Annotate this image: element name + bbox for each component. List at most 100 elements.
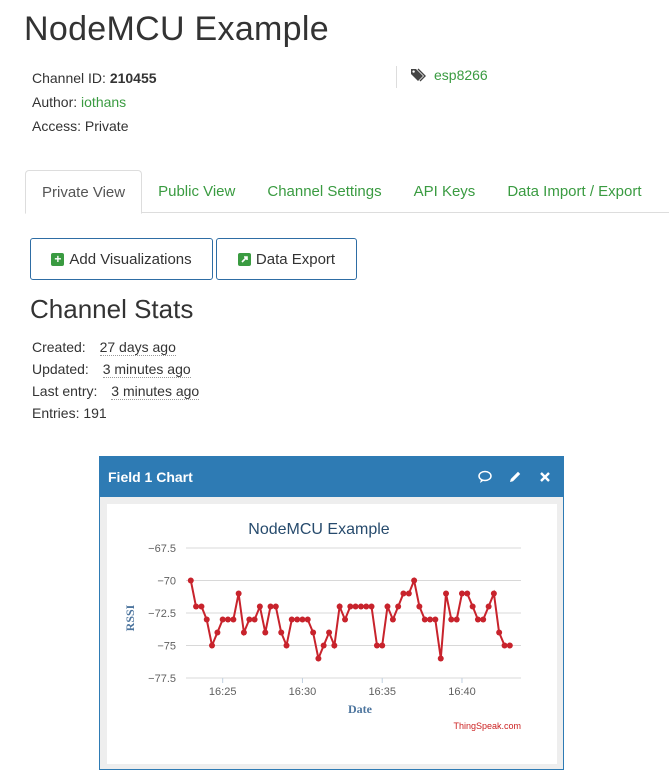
y-tick-label: −70 <box>157 576 176 588</box>
chart-title: NodeMCU Example <box>248 521 389 538</box>
tab-private-view[interactable]: Private View <box>25 170 143 214</box>
data-point <box>437 655 444 662</box>
y-tick-label: −72.5 <box>148 608 176 620</box>
data-point <box>379 642 386 649</box>
data-point <box>310 629 317 636</box>
data-point <box>219 616 226 623</box>
data-point <box>363 603 370 610</box>
data-point <box>464 590 471 597</box>
data-point <box>336 603 343 610</box>
data-point <box>320 642 327 649</box>
comment-icon[interactable] <box>477 469 493 485</box>
data-point <box>342 616 349 623</box>
tags-divider <box>396 66 397 88</box>
last-entry-label: Last entry: <box>32 383 98 399</box>
entries-value: 191 <box>83 405 107 421</box>
data-point <box>294 616 301 623</box>
channel-stats: Created: 27 days ago Updated: 3 minutes … <box>32 336 200 424</box>
data-point <box>384 603 391 610</box>
entries-label: Entries: <box>32 405 80 421</box>
updated-row: Updated: 3 minutes ago <box>32 358 199 380</box>
x-tick-label: 16:35 <box>368 686 396 698</box>
data-point <box>209 642 216 649</box>
author-row: Author: iothans <box>32 90 157 114</box>
data-point <box>272 603 279 610</box>
data-point <box>198 603 205 610</box>
data-point <box>453 616 460 623</box>
data-point <box>278 629 285 636</box>
data-point <box>373 642 380 649</box>
access-row: Access: Private <box>32 114 157 138</box>
data-point <box>368 603 375 610</box>
close-icon[interactable] <box>537 469 553 485</box>
data-point <box>326 629 333 636</box>
data-point <box>315 655 322 662</box>
data-point <box>421 616 428 623</box>
data-point <box>458 590 465 597</box>
data-point <box>187 577 194 584</box>
y-tick-label: −77.5 <box>148 673 176 685</box>
created-row: Created: 27 days ago <box>32 336 199 358</box>
author-link[interactable]: iothans <box>81 94 127 110</box>
channel-id-label: Channel ID: <box>32 70 106 86</box>
data-point <box>490 590 497 597</box>
entries-row: Entries: 191 <box>32 402 199 424</box>
pencil-icon[interactable] <box>507 469 523 485</box>
data-point <box>193 603 200 610</box>
data-point <box>506 642 513 649</box>
data-point <box>331 642 338 649</box>
rssi-line-chart: NodeMCU Example −67.5 −70 −72.5 −75 −77.5 16… <box>123 521 521 731</box>
plus-square-icon: + <box>51 252 65 266</box>
widget-actions <box>477 469 553 485</box>
channel-id-row: Channel ID: 210455 <box>32 66 157 90</box>
data-point <box>427 616 434 623</box>
widget-header: Field 1 Chart <box>100 457 563 497</box>
created-value: 27 days ago <box>99 339 176 356</box>
data-point <box>357 603 364 610</box>
tag-link-esp8266[interactable]: esp8266 <box>434 67 488 83</box>
data-point <box>347 603 354 610</box>
tab-channel-settings[interactable]: Channel Settings <box>267 183 382 200</box>
data-point <box>411 577 418 584</box>
data-point <box>416 603 423 610</box>
x-tick-label: 16:30 <box>289 686 317 698</box>
data-point <box>405 590 412 597</box>
data-point <box>299 616 306 623</box>
x-tick-label: 16:40 <box>448 686 476 698</box>
data-point <box>251 616 258 623</box>
data-point <box>235 590 242 597</box>
data-point <box>288 616 295 623</box>
y-tick-label: −75 <box>157 641 176 653</box>
data-point <box>474 616 481 623</box>
tab-data-import-export[interactable]: Data Import / Export <box>507 183 642 200</box>
data-point <box>230 616 237 623</box>
tab-public-view[interactable]: Public View <box>158 183 236 200</box>
external-link-icon <box>237 252 251 266</box>
access-value: Private <box>84 118 129 134</box>
data-point <box>395 603 402 610</box>
tags-icon <box>410 67 426 83</box>
channel-meta: Channel ID: 210455 Author: iothans Acces… <box>32 66 157 138</box>
x-axis-label: Date <box>348 702 373 716</box>
data-point <box>389 616 396 623</box>
author-label: Author: <box>32 94 78 110</box>
y-tick-label: −67.5 <box>148 543 176 555</box>
data-point <box>304 616 311 623</box>
data-point <box>352 603 359 610</box>
data-point <box>214 629 221 636</box>
tab-api-keys[interactable]: API Keys <box>413 183 476 200</box>
data-point <box>240 629 247 636</box>
last-entry-value: 3 minutes ago <box>111 383 200 400</box>
data-point <box>262 629 269 636</box>
last-entry-row: Last entry: 3 minutes ago <box>32 380 200 402</box>
data-point <box>283 642 290 649</box>
channel-id-value: 210455 <box>109 70 157 86</box>
data-export-button[interactable]: Data Export <box>216 238 357 280</box>
page-title: NodeMCU Example <box>24 10 329 48</box>
data-point <box>496 629 503 636</box>
add-visualizations-label: Add Visualizations <box>69 250 192 268</box>
data-point <box>400 590 407 597</box>
data-point <box>203 616 210 623</box>
add-visualizations-button[interactable]: + Add Visualizations <box>30 238 213 280</box>
data-point <box>501 642 508 649</box>
